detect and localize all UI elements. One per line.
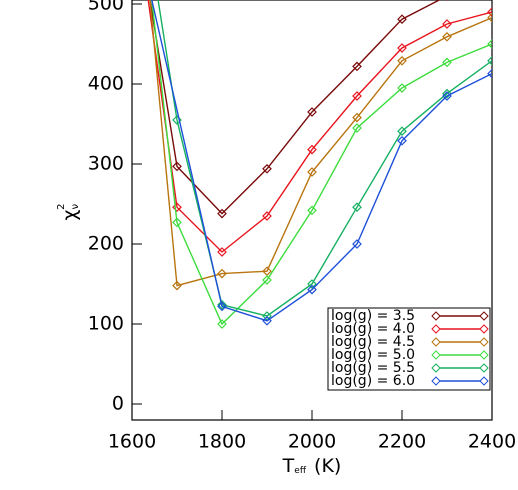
point-marker [352,91,362,101]
y-tick-label: 0 [112,393,124,415]
series-line [149,0,492,287]
legend-label: log(g) = 5.0 [331,347,415,363]
point-marker [442,57,452,68]
point-marker [217,208,227,219]
point-marker [172,280,182,291]
point-marker [397,83,407,93]
point-marker [442,88,452,99]
point-marker [397,126,407,137]
point-marker [262,211,272,221]
legend-box [327,307,491,391]
point-marker [352,239,362,249]
legend-marker [479,350,489,360]
series-line [147,0,492,253]
point-marker [307,205,317,216]
legend-marker [431,376,441,386]
series-line [157,0,492,317]
point-marker [397,14,407,25]
x-axis-label: Teff (K) [282,455,342,477]
legend-marker [479,363,489,373]
point-marker [307,107,317,117]
point-marker [442,19,452,29]
point-marker [217,299,227,310]
point-marker [487,12,492,23]
legend-label: log(g) = 4.0 [331,321,415,337]
point-marker [397,43,407,53]
point-marker [352,202,362,213]
y-label-subscript: ν [70,203,81,209]
point-marker [352,123,362,133]
legend-marker [431,324,441,334]
legend-marker [431,337,441,347]
point-marker [172,217,182,228]
plot-area [147,0,492,329]
point-marker [217,247,227,257]
legend-marker [479,376,489,386]
point-marker [172,161,182,172]
point-marker [352,112,362,123]
point-marker [352,61,362,72]
point-marker [217,301,227,312]
legend-marker [479,311,489,321]
point-marker [262,275,272,285]
x-tick-label: 1600 [108,431,156,453]
y-tick-label: 300 [88,153,124,175]
point-marker [262,315,272,326]
legend-marker [479,337,489,347]
point-marker [307,279,317,289]
x-tick-label: 2200 [378,431,426,453]
series-line [151,0,492,322]
x-label-subscript: eff [294,466,307,476]
point-marker [307,284,317,295]
point-marker [487,7,492,17]
legend-label: log(g) = 5.5 [331,360,415,376]
point-marker [487,55,492,66]
legend-label: log(g) = 3.5 [331,308,415,324]
legend-marker [479,324,489,334]
point-marker [397,135,407,146]
x-label-symbol: T [282,455,295,477]
x-label-unit: (K) [314,455,341,477]
legend-label: log(g) = 6.0 [331,373,415,389]
point-marker [487,68,492,79]
x-tick-label: 2000 [288,431,336,453]
point-marker [217,268,227,279]
point-marker [442,91,452,101]
point-marker [487,39,492,49]
series-line [149,0,441,215]
y-tick-label: 500 [88,0,124,15]
y-axis-label: χν2 [56,203,81,220]
y-tick-label: 200 [88,233,124,255]
x-tick-label: 2400 [468,431,516,453]
point-marker [307,144,317,155]
series-line [151,0,492,326]
y-tick-label: 400 [88,73,124,95]
x-tick-label: 1800 [198,431,246,453]
y-label-superscript: 2 [56,204,67,210]
point-marker [172,202,182,213]
point-marker [442,31,452,42]
legend-marker [431,350,441,360]
legend-label: log(g) = 4.5 [331,334,415,350]
point-marker [307,167,317,177]
y-label-symbol: χ [59,209,81,220]
point-marker [217,319,227,329]
legend-marker [431,363,441,373]
point-marker [397,55,407,66]
legend-marker [431,311,441,321]
y-tick-label: 100 [88,313,124,335]
point-marker [262,163,272,174]
